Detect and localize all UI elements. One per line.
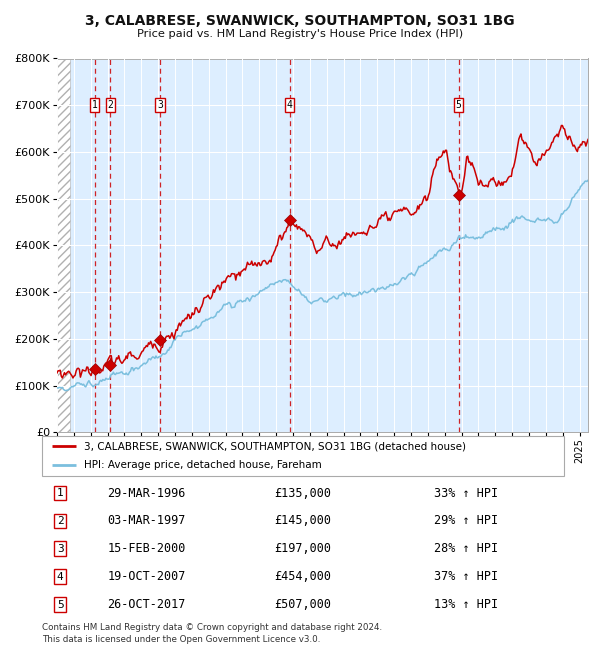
Text: 26-OCT-2017: 26-OCT-2017: [107, 598, 185, 611]
Text: 5: 5: [57, 600, 64, 610]
Text: 1: 1: [92, 100, 98, 110]
Text: 15-FEB-2000: 15-FEB-2000: [107, 542, 185, 555]
Text: £454,000: £454,000: [275, 571, 331, 584]
Text: 5: 5: [455, 100, 461, 110]
Text: 29-MAR-1996: 29-MAR-1996: [107, 486, 185, 499]
Text: 03-MAR-1997: 03-MAR-1997: [107, 515, 185, 528]
Text: 3, CALABRESE, SWANWICK, SOUTHAMPTON, SO31 1BG (detached house): 3, CALABRESE, SWANWICK, SOUTHAMPTON, SO3…: [84, 441, 466, 451]
Text: 37% ↑ HPI: 37% ↑ HPI: [433, 571, 497, 584]
Text: 4: 4: [57, 572, 64, 582]
Text: 2: 2: [57, 516, 64, 526]
Text: 13% ↑ HPI: 13% ↑ HPI: [433, 598, 497, 611]
Text: 1: 1: [57, 488, 64, 498]
Text: Price paid vs. HM Land Registry's House Price Index (HPI): Price paid vs. HM Land Registry's House …: [137, 29, 463, 38]
Text: 28% ↑ HPI: 28% ↑ HPI: [433, 542, 497, 555]
Text: 3: 3: [157, 100, 163, 110]
Text: HPI: Average price, detached house, Fareham: HPI: Average price, detached house, Fare…: [84, 460, 322, 470]
Text: 19-OCT-2007: 19-OCT-2007: [107, 571, 185, 584]
Text: £507,000: £507,000: [275, 598, 331, 611]
Text: £145,000: £145,000: [275, 515, 331, 528]
Text: £135,000: £135,000: [275, 486, 331, 499]
Text: 3: 3: [57, 544, 64, 554]
Text: 33% ↑ HPI: 33% ↑ HPI: [433, 486, 497, 499]
Text: 4: 4: [287, 100, 293, 110]
Text: 29% ↑ HPI: 29% ↑ HPI: [433, 515, 497, 528]
Text: Contains HM Land Registry data © Crown copyright and database right 2024.
This d: Contains HM Land Registry data © Crown c…: [42, 623, 382, 644]
Text: £197,000: £197,000: [275, 542, 331, 555]
Text: 2: 2: [107, 100, 113, 110]
Text: 3, CALABRESE, SWANWICK, SOUTHAMPTON, SO31 1BG: 3, CALABRESE, SWANWICK, SOUTHAMPTON, SO3…: [85, 14, 515, 29]
